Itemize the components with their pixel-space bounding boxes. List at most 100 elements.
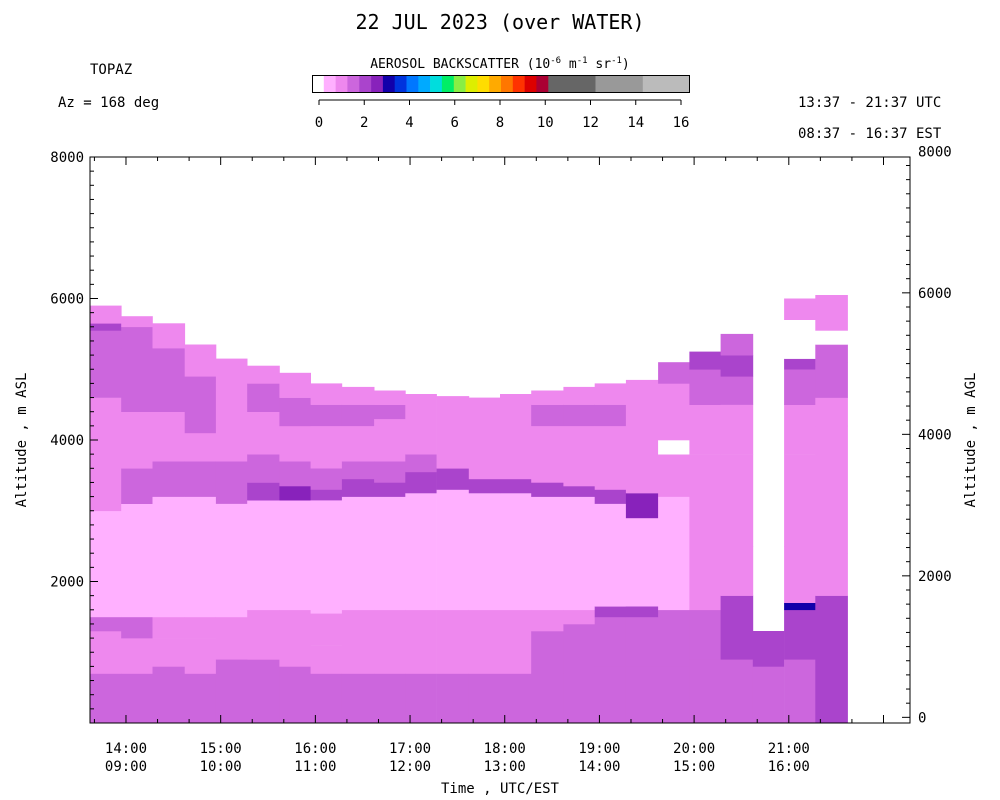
colorbar-segment <box>512 75 525 93</box>
heatmap-cell <box>374 390 406 405</box>
heatmap-cell <box>689 659 721 724</box>
heatmap-cell <box>215 659 248 724</box>
heatmap-cell <box>436 609 470 632</box>
colorbar-segment <box>465 75 478 93</box>
heatmap-cell <box>625 606 659 618</box>
heatmap-cell <box>784 454 816 547</box>
x-tick-label-utc: 19:00 <box>578 741 620 757</box>
heatmap-cell <box>594 425 627 462</box>
heatmap-cell <box>658 440 690 455</box>
heatmap-cell <box>784 358 816 370</box>
heatmap-cell <box>815 295 848 331</box>
heatmap-cell <box>625 461 659 494</box>
y-right-tick-label: 0 <box>918 710 926 726</box>
heatmap-cell <box>563 461 595 487</box>
heatmap-cell <box>500 418 532 462</box>
heatmap-cell <box>594 489 627 504</box>
heatmap-cell <box>121 468 153 504</box>
heatmap-cell <box>341 386 375 405</box>
heatmap-cell <box>531 631 564 674</box>
heatmap-cell <box>215 616 248 632</box>
x-tick-label-utc: 15:00 <box>200 741 242 757</box>
heatmap-cell <box>531 461 564 483</box>
heatmap-cell <box>720 376 754 405</box>
x-tick-label-est: 11:00 <box>294 759 336 775</box>
x-tick-label-est: 16:00 <box>768 759 810 775</box>
heatmap-cell <box>625 493 659 519</box>
colorbar-title-suffix: ) <box>621 57 630 72</box>
colorbar-title-exp2: -1 <box>576 56 588 66</box>
heatmap-cell <box>531 609 564 632</box>
heatmap-cell <box>784 659 816 724</box>
heatmap-cell <box>500 461 532 480</box>
heatmap-cell <box>658 496 690 611</box>
heatmap-cell <box>531 404 564 427</box>
heatmap-cell <box>310 404 343 427</box>
heatmap-cell <box>247 609 280 625</box>
heatmap-cell <box>720 546 754 596</box>
heatmap-cell <box>90 468 122 512</box>
colorbar-title-prefix: AEROSOL BACKSCATTER (10 <box>370 57 551 72</box>
heatmap-cell <box>121 411 153 441</box>
y-left-tick-label: 6000 <box>50 292 84 308</box>
heatmap-cell <box>436 468 470 490</box>
colorbar-segment <box>501 75 514 93</box>
heatmap-cell <box>625 616 659 667</box>
heatmap-cell <box>121 440 153 469</box>
heatmap-cell <box>121 348 153 412</box>
heatmap-cell <box>405 394 437 420</box>
heatmap-cell <box>468 673 501 724</box>
heatmap-cell <box>784 546 816 603</box>
colorbar-segment <box>595 75 643 93</box>
colorbar-tick-label: 2 <box>360 115 368 131</box>
heatmap-cell <box>374 609 406 632</box>
heatmap-cell <box>215 631 248 660</box>
colorbar-segment <box>548 75 596 93</box>
heatmap-cell <box>468 609 501 632</box>
heatmap-cell <box>752 666 785 724</box>
heatmap-cell <box>279 500 311 611</box>
heatmap-cell <box>90 397 122 441</box>
heatmap-cell <box>279 666 311 724</box>
heatmap-cell <box>594 503 627 607</box>
heatmap-cell <box>341 404 375 427</box>
heatmap-cell <box>279 461 311 487</box>
heatmap-cell <box>436 673 470 724</box>
heatmap-cell <box>90 673 122 724</box>
heatmap-cell <box>468 493 501 611</box>
heatmap-cell <box>500 394 532 420</box>
heatmap-cell <box>563 673 595 724</box>
heatmap-cell <box>374 482 406 497</box>
heatmap-cell <box>184 638 217 674</box>
heatmap-cell <box>563 624 595 674</box>
heatmap-cell <box>594 666 627 724</box>
heatmap-cell <box>184 673 217 724</box>
heatmap-cell <box>215 503 248 618</box>
heatmap-cell <box>531 482 564 497</box>
x-tick-label-utc: 18:00 <box>484 741 526 757</box>
heatmap-cell <box>184 461 217 497</box>
heatmap-cell <box>784 602 816 611</box>
heatmap-cell <box>436 489 470 611</box>
heatmap-cell <box>247 365 280 384</box>
heatmap-cell <box>405 454 437 473</box>
x-tick-label-est: 10:00 <box>200 759 242 775</box>
heatmap-cell <box>625 517 659 607</box>
heatmap-cell <box>215 432 248 462</box>
colorbar-segment <box>394 75 407 93</box>
heatmap-cell <box>310 489 343 501</box>
heatmap-cell <box>279 624 311 667</box>
heatmap-cell <box>784 319 816 359</box>
heatmap-cell <box>784 369 816 405</box>
heatmap-cell <box>594 461 627 490</box>
heatmap-cell <box>405 609 437 632</box>
heatmap-cell <box>468 631 501 674</box>
chart-labels: 2000 4000 6000 8000 0 2000 4000 6000 8000 14:00 09… <box>14 115 979 797</box>
colorbar-segment <box>359 75 372 93</box>
heatmap-cell <box>215 461 248 504</box>
heatmap-cell <box>594 616 627 667</box>
colorbar-segment <box>323 75 336 93</box>
colorbar-segment <box>536 75 549 93</box>
est-range-label: 08:37 - 16:37 EST <box>798 126 942 142</box>
colorbar-tick-label: 0 <box>315 115 323 131</box>
